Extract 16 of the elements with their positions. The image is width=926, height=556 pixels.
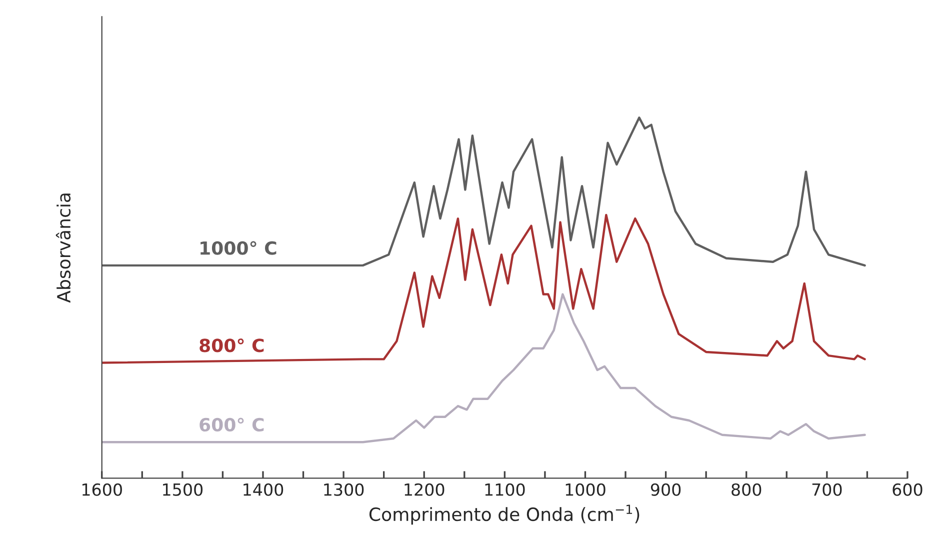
x-tick-label: 900	[650, 483, 681, 496]
x-tick-label: 1500	[163, 483, 203, 496]
x-tick-label: 700	[812, 483, 842, 496]
x-tick-label: 1300	[324, 483, 364, 496]
x-tick-label: 1000	[566, 483, 606, 496]
x-tick-label: 1100	[485, 483, 525, 496]
series-label: 600° C	[200, 418, 264, 432]
y-axis-title: Absorvância	[56, 194, 71, 303]
x-tick-label: 1600	[82, 483, 122, 496]
x-axis-title: Comprimento de Onda (cm$^{−1}$)	[369, 504, 640, 525]
x-tick-label: 600	[892, 483, 922, 496]
series-label: 1000° C	[200, 241, 276, 255]
x-tick-label: 800	[732, 483, 762, 496]
x-tick-label: 1200	[404, 483, 444, 496]
x-tick-label: 1400	[244, 483, 284, 496]
series-label: 800° C	[200, 338, 264, 352]
